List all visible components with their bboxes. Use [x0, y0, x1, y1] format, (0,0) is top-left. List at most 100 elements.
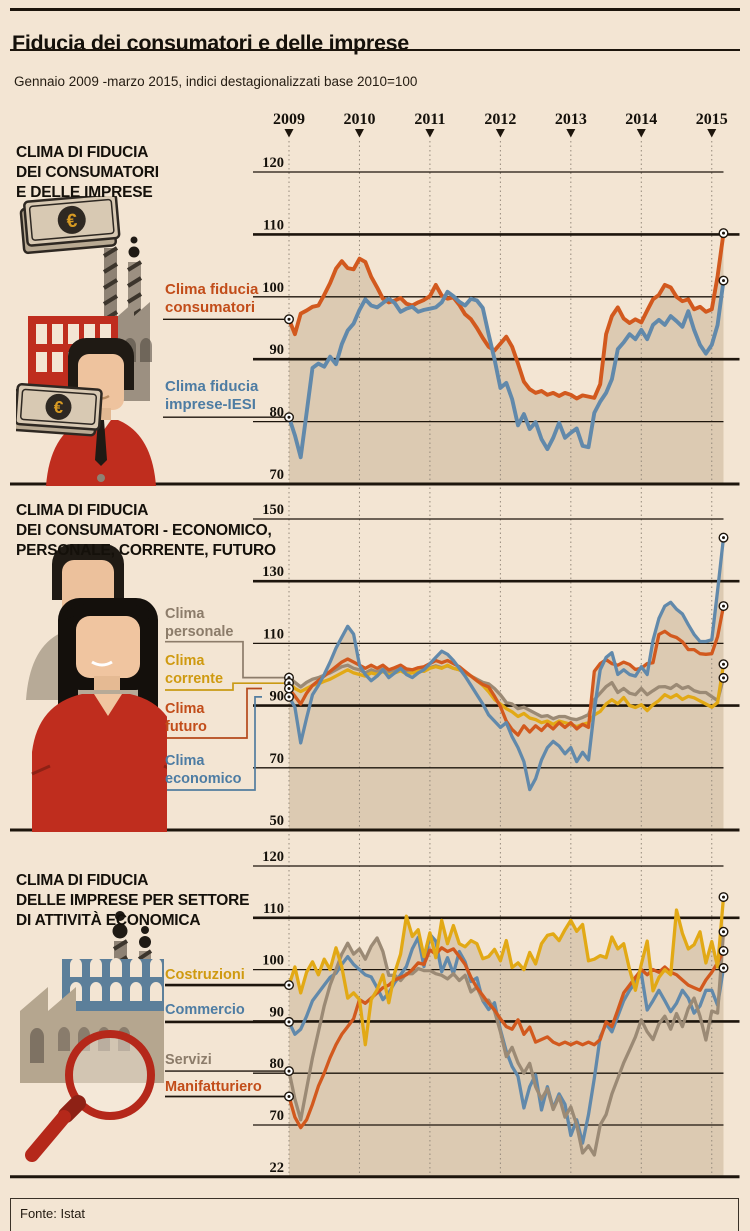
series-line-costruzioni — [287, 895, 726, 1047]
year-label: 2015 — [696, 111, 728, 128]
legend-servizi: Servizi — [165, 1051, 212, 1069]
chart3-heading-line: DI ATTIVITÀ ECONOMICA — [16, 912, 201, 929]
year-label: 2009 — [273, 111, 305, 128]
year-tick-triangle-icon — [354, 129, 364, 138]
end-marker-futuro — [718, 601, 729, 612]
y-tick-label: 70 — [270, 751, 285, 767]
legend-label: corrente — [165, 670, 224, 687]
label-knockout — [262, 687, 285, 702]
tie-icon — [95, 420, 107, 466]
y-tick-label: 80 — [270, 405, 285, 421]
source-text: Fonte: Istat — [20, 1206, 86, 1221]
legend-label: Clima fiducia — [165, 281, 259, 298]
legend-label: Clima — [165, 653, 205, 669]
y-tick-label: 100 — [262, 953, 284, 969]
y-tick-label: 90 — [270, 689, 285, 705]
legend-label: Clima — [165, 753, 205, 769]
legend-leader-line — [165, 640, 287, 679]
start-marker-consumatori — [284, 314, 295, 325]
y-tick-label: 100 — [262, 280, 284, 296]
page-title: Fiducia dei consumatori e delle imprese — [12, 31, 409, 56]
legend-personale: Clima personale — [165, 606, 234, 641]
start-marker-costruzioni — [284, 980, 295, 991]
chart3-heading: CLIMA DI FIDUCIA DELLE IMPRESE PER SETTO… — [16, 871, 249, 931]
svg-text:€: € — [53, 398, 64, 418]
legend-corrente: Clima corrente — [165, 653, 223, 688]
svg-text:€: € — [66, 210, 79, 232]
year-tick-triangle-icon — [495, 129, 505, 138]
magnifier-icon — [25, 1030, 155, 1162]
y-tick-label: 130 — [262, 564, 284, 580]
y-tick-label: 110 — [263, 626, 284, 642]
chart1-heading-line: E DELLE IMPRESE — [16, 184, 153, 201]
end-marker-economico — [718, 532, 729, 543]
y-tick-label: 110 — [263, 217, 284, 233]
legend-economico: Clima economico — [165, 753, 242, 788]
legend-label: futuro — [165, 718, 207, 735]
y-tick-label: 90 — [270, 1004, 285, 1020]
page-subtitle: Gennaio 2009 -marzo 2015, indici destagi… — [14, 74, 418, 89]
chart3-heading-line: CLIMA DI FIDUCIA — [16, 872, 149, 889]
start-marker-servizi — [284, 1066, 295, 1077]
y-tick-label: 150 — [262, 502, 284, 518]
year-label: 2010 — [343, 111, 375, 128]
series-line-economico — [287, 536, 726, 792]
start-marker-manifatturiero — [284, 1091, 295, 1102]
legend-label: personale — [165, 623, 234, 640]
legend-costruzioni: Costruzioni — [165, 966, 245, 984]
year-label: 2013 — [555, 111, 587, 128]
year-label: 2014 — [625, 111, 657, 128]
end-marker-personale — [718, 672, 729, 683]
year-label: 2011 — [414, 111, 445, 128]
legend-label: economico — [165, 770, 242, 787]
source-box: Fonte: Istat — [10, 1198, 739, 1231]
end-marker-costruzioni — [718, 892, 729, 903]
title-underline — [10, 49, 740, 52]
legend-consumatori: Clima fiducia consumatori — [165, 281, 258, 317]
end-marker-corrente — [718, 659, 729, 670]
year-label: 2012 — [484, 111, 516, 128]
y-tick-label: 120 — [262, 849, 284, 865]
start-marker-commercio — [284, 1016, 295, 1027]
start-marker-futuro — [284, 683, 295, 694]
legend-label: Manifatturiero — [165, 1079, 262, 1095]
legend-futuro: Clima futuro — [165, 701, 207, 736]
legend-label: Servizi — [165, 1052, 212, 1068]
start-marker-economico — [284, 691, 295, 702]
end-marker-consumatori — [718, 228, 729, 239]
y-tick-label: 110 — [263, 901, 284, 917]
series-line-servizi — [287, 930, 726, 1157]
consumers-businesses-illustration: € € — [16, 196, 156, 486]
chart1-heading: CLIMA DI FIDUCIA DEI CONSUMATORI E DELLE… — [16, 143, 159, 203]
legend-label: Clima fiducia — [165, 378, 259, 395]
start-marker-imprese — [284, 412, 295, 423]
consumers-couple-illustration — [26, 544, 167, 832]
year-tick-triangle-icon — [636, 129, 646, 138]
woman-icon — [31, 598, 167, 832]
legend-label: imprese-IESI — [165, 396, 256, 413]
y-tick-label: 22 — [270, 1160, 285, 1176]
y-tick-label: 120 — [262, 155, 284, 171]
year-tick-triangle-icon — [707, 129, 717, 138]
series-line-consumatori — [287, 231, 726, 401]
y-tick-label: 70 — [270, 1108, 285, 1124]
year-tick-triangle-icon — [284, 129, 294, 138]
legend-leader-line — [165, 682, 287, 691]
legend-label: Costruzioni — [165, 967, 245, 983]
legend-imprese-iesi: Clima fiducia imprese-IESI — [165, 378, 258, 414]
chart2-heading-line: PERSONALE, CORRENTE, FUTURO — [16, 542, 276, 559]
area-fill — [289, 537, 724, 830]
legend-commercio: Commercio — [165, 1001, 245, 1019]
legend-label: consumatori — [165, 299, 256, 316]
chart2-heading-line: CLIMA DI FIDUCIA — [16, 502, 149, 519]
y-tick-label: 50 — [270, 813, 285, 829]
chart1-heading-line: DEI CONSUMATORI — [16, 164, 159, 181]
end-marker-commercio — [718, 963, 729, 974]
sectors-factory-illustration — [20, 911, 164, 1162]
legend-label: Clima — [165, 606, 205, 622]
chart3-heading-line: DELLE IMPRESE PER SETTORE — [16, 892, 250, 909]
businessman-icon — [46, 338, 156, 486]
y-tick-label: 80 — [270, 1056, 285, 1072]
